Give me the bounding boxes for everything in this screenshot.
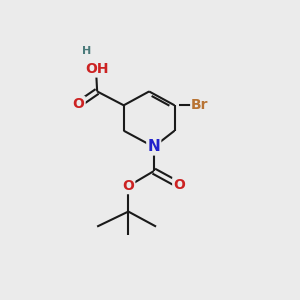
Text: OH: OH	[85, 62, 109, 76]
Text: O: O	[122, 179, 134, 193]
Text: H: H	[82, 46, 92, 56]
Text: N: N	[147, 140, 160, 154]
Text: Br: Br	[191, 98, 209, 112]
Text: O: O	[173, 178, 185, 192]
Text: O: O	[73, 97, 85, 111]
